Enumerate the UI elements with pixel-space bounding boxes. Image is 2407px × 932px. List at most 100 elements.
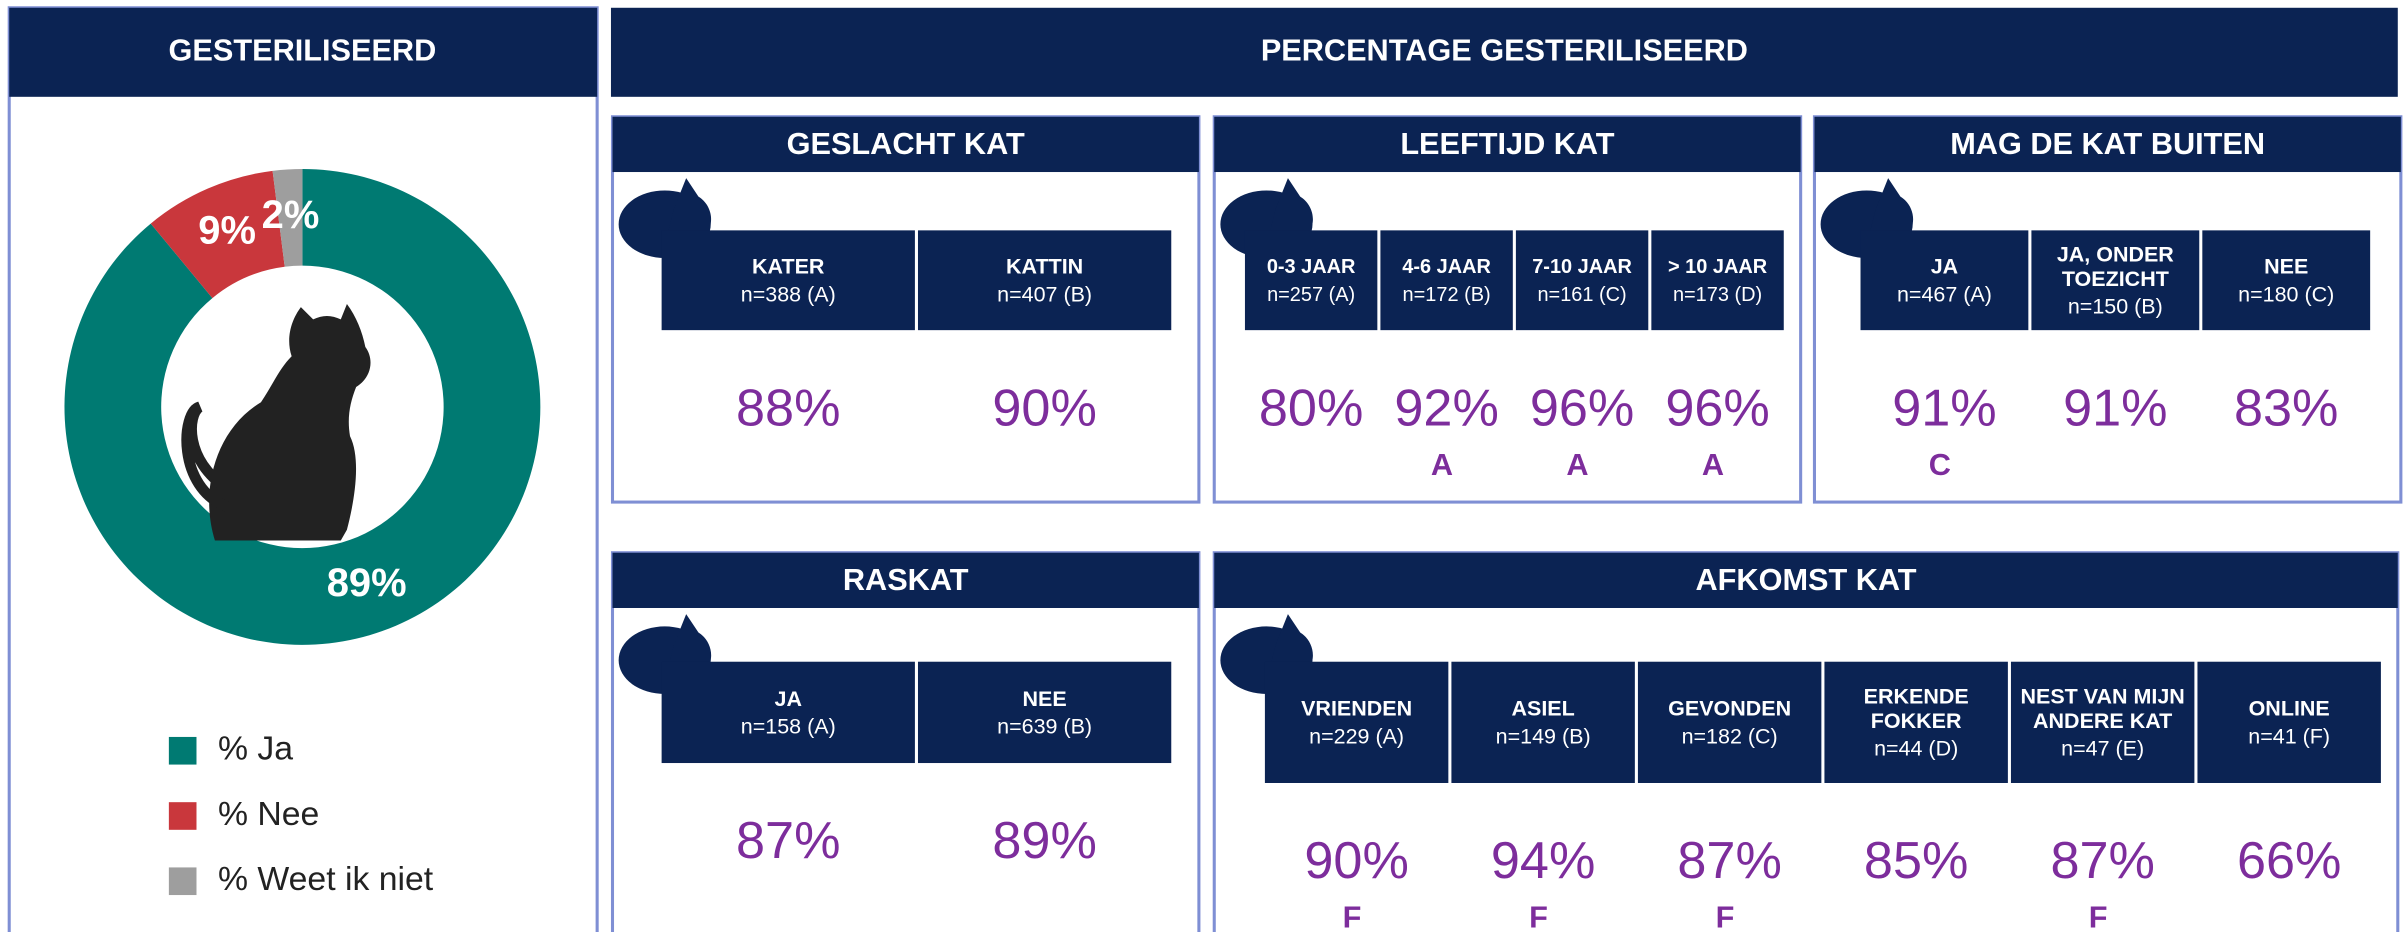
percentage: 90% bbox=[1304, 832, 1408, 890]
percentage: 85% bbox=[1864, 832, 1968, 890]
column-label: ASIEL bbox=[1511, 697, 1574, 721]
left-header bbox=[9, 7, 598, 97]
legend-label: % Weet ik niet bbox=[218, 860, 434, 898]
percentage: 92% bbox=[1394, 379, 1498, 437]
percentage: 80% bbox=[1259, 379, 1363, 437]
cat-icon bbox=[209, 304, 371, 541]
percentage: 94% bbox=[1491, 832, 1595, 890]
column-label: > 10 JAAR bbox=[1668, 256, 1767, 278]
donut-slice bbox=[272, 168, 303, 267]
column-header bbox=[1637, 661, 1822, 783]
significance: F bbox=[1343, 900, 1362, 932]
column-label: NEE bbox=[1023, 687, 1067, 711]
cat-icon bbox=[1869, 178, 1914, 240]
column-header bbox=[2010, 661, 2195, 783]
legend-swatch bbox=[168, 867, 197, 896]
column-header bbox=[1651, 230, 1784, 331]
percentage: 96% bbox=[1665, 379, 1769, 437]
column-header bbox=[2202, 230, 2371, 331]
significance: F bbox=[1716, 900, 1735, 932]
slice-label: 89% bbox=[327, 561, 407, 605]
column-header bbox=[1451, 661, 1635, 783]
main-title: PERCENTAGE GESTERILISEERD bbox=[1261, 32, 1748, 67]
panel-title: AFKOMST KAT bbox=[1696, 562, 1917, 597]
column-header bbox=[1380, 230, 1513, 331]
column-label: KATTIN bbox=[1006, 255, 1083, 279]
panel-title: GESLACHT KAT bbox=[787, 126, 1025, 161]
cat-icon bbox=[667, 614, 712, 676]
panel-header bbox=[1814, 116, 2401, 173]
column-n: n=41 (F) bbox=[2248, 724, 2330, 748]
legend-label: % Nee bbox=[218, 795, 319, 833]
column-n: n=639 (B) bbox=[997, 714, 1092, 738]
donut-slice bbox=[64, 168, 541, 645]
panel-title: MAG DE KAT BUITEN bbox=[1950, 126, 2265, 161]
column-n: n=257 (A) bbox=[1267, 284, 1355, 306]
column-label: FOKKER bbox=[1871, 709, 1962, 733]
significance: C bbox=[1929, 447, 1951, 482]
column-n: n=161 (C) bbox=[1537, 284, 1626, 306]
column-label: JA bbox=[1931, 255, 1958, 279]
panel-header bbox=[612, 116, 1199, 173]
column-header bbox=[1860, 230, 2029, 331]
column-label: ONLINE bbox=[2249, 697, 2330, 721]
panel-header bbox=[612, 552, 1199, 608]
panel-title: LEEFTIJD KAT bbox=[1400, 126, 1614, 161]
column-header bbox=[661, 230, 915, 331]
percentage: 66% bbox=[2237, 832, 2341, 890]
left-title: GESTERILISEERD bbox=[169, 32, 437, 67]
significance: A bbox=[1702, 447, 1724, 482]
percentage: 87% bbox=[736, 812, 840, 870]
column-label: 0-3 JAAR bbox=[1267, 256, 1356, 278]
percentage: 87% bbox=[2050, 832, 2154, 890]
column-header bbox=[1244, 230, 1378, 331]
column-n: n=158 (A) bbox=[741, 714, 836, 738]
cat-icon bbox=[1269, 614, 1313, 676]
panel-title: RASKAT bbox=[843, 562, 969, 597]
significance: A bbox=[1431, 447, 1453, 482]
column-header bbox=[917, 230, 1172, 331]
column-label: 7-10 JAAR bbox=[1532, 256, 1632, 278]
column-n: n=44 (D) bbox=[1874, 737, 1958, 761]
content: 89% 9% 2% % Ja % Nee % Weet ik niet GESLACHT K… bbox=[64, 115, 2403, 932]
column-label: ERKENDE bbox=[1864, 684, 1969, 708]
column-header bbox=[1824, 661, 2008, 783]
significance: F bbox=[1529, 900, 1548, 932]
column-header bbox=[917, 661, 1172, 764]
column-label: 4-6 JAAR bbox=[1402, 256, 1491, 278]
cat-icon bbox=[1269, 178, 1313, 240]
significance: A bbox=[1566, 447, 1588, 482]
percentage: 96% bbox=[1530, 379, 1634, 437]
column-label: ANDERE KAT bbox=[2033, 709, 2172, 733]
percentage: 91% bbox=[2063, 379, 2167, 437]
column-label: TOEZICHT bbox=[2062, 267, 2169, 291]
column-header bbox=[2031, 230, 2200, 331]
column-n: n=182 (C) bbox=[1682, 724, 1778, 748]
panel-header bbox=[1214, 552, 2398, 608]
column-n: n=467 (A) bbox=[1897, 282, 1992, 306]
percentage: 87% bbox=[1677, 832, 1781, 890]
percentage: 88% bbox=[736, 379, 840, 437]
significance: F bbox=[2089, 900, 2108, 932]
column-label: KATER bbox=[752, 255, 825, 279]
column-n: n=47 (E) bbox=[2061, 737, 2144, 761]
percentage: 91% bbox=[1892, 379, 1996, 437]
slice-label: 2% bbox=[262, 193, 320, 237]
column-header bbox=[1264, 661, 1449, 783]
column-n: n=173 (D) bbox=[1673, 284, 1762, 306]
percentage: 83% bbox=[2234, 379, 2338, 437]
main-header bbox=[610, 7, 2398, 97]
column-header bbox=[1515, 230, 1649, 331]
panel-header bbox=[1214, 116, 1801, 173]
column-label: JA, ONDER bbox=[2057, 242, 2174, 266]
column-n: n=388 (A) bbox=[741, 282, 836, 306]
column-label: JA bbox=[775, 687, 802, 711]
cat-icon bbox=[667, 178, 712, 240]
column-n: n=407 (B) bbox=[997, 282, 1092, 306]
column-n: n=150 (B) bbox=[2068, 295, 2163, 319]
percentage: 89% bbox=[992, 812, 1096, 870]
column-label: VRIENDEN bbox=[1301, 697, 1412, 721]
donut-slice bbox=[150, 170, 285, 299]
percentage: 90% bbox=[992, 379, 1096, 437]
